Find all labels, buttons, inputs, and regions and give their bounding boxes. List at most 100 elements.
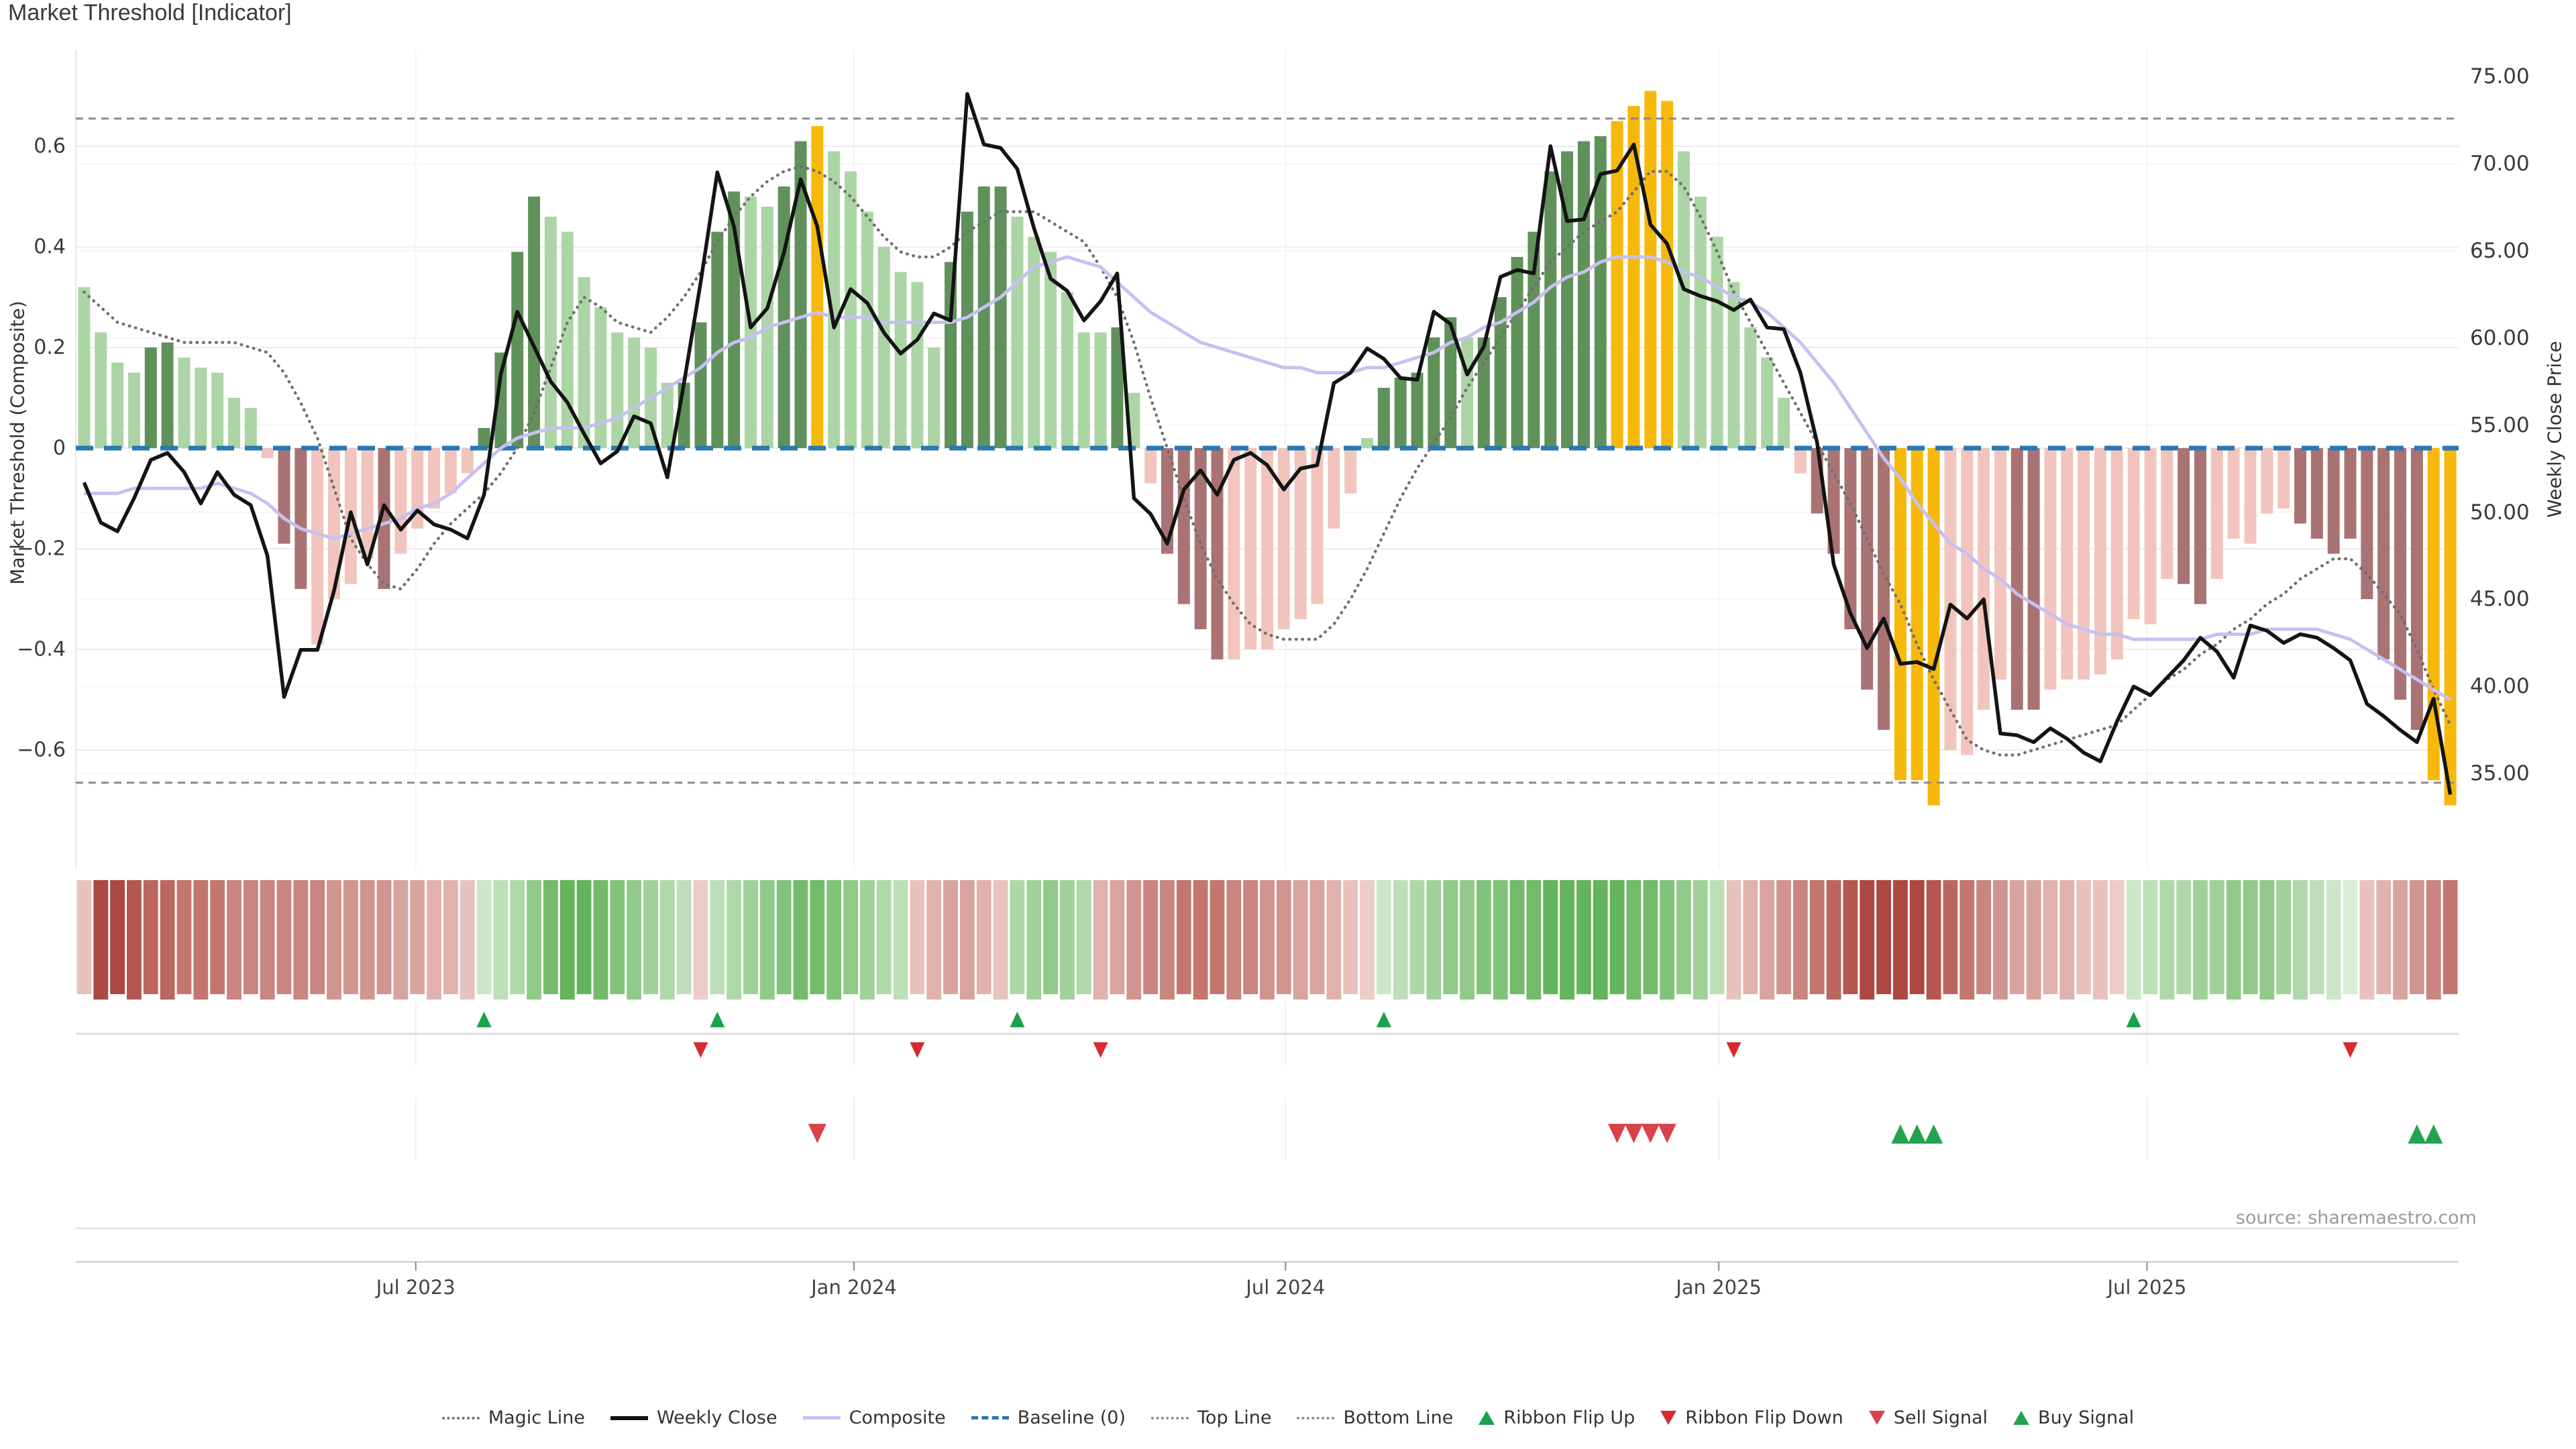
ribbon-cell — [1526, 880, 1542, 1000]
line-swatch-icon — [441, 1416, 480, 1419]
ribbon-cell — [1376, 880, 1391, 994]
ribbon-cell — [1326, 880, 1342, 1000]
ribbon-cell — [476, 880, 492, 994]
threshold-bar — [1927, 448, 1940, 806]
threshold-bar — [2444, 448, 2457, 806]
threshold-bar — [1711, 237, 1723, 448]
legend-item-sell-signal: Sell Signal — [1868, 1407, 1988, 1428]
threshold-bar — [2394, 448, 2407, 700]
threshold-bar — [2144, 448, 2157, 625]
left-tick-label: 0 — [52, 436, 66, 460]
ribbon-cell — [1876, 880, 1891, 994]
ribbon-cell — [643, 880, 658, 994]
threshold-bar — [2110, 448, 2123, 659]
threshold-bar — [611, 332, 624, 448]
threshold-bar — [111, 362, 124, 448]
ribbon-cell — [1543, 880, 1558, 994]
threshold-bar — [1411, 372, 1424, 448]
ribbon-cell — [1560, 880, 1575, 1000]
ribbon-cell — [93, 880, 109, 1000]
ribbon-flip-up-marker — [710, 1012, 725, 1028]
ribbon-cell — [943, 880, 958, 994]
ribbon-cell — [659, 880, 675, 1000]
right-tick-label: 65.00 — [2470, 238, 2530, 263]
threshold-bar — [1377, 388, 1390, 448]
ribbon-cell — [1993, 880, 2008, 1000]
ribbon-cell — [2043, 880, 2058, 994]
threshold-bar — [811, 126, 824, 448]
ribbon-cell — [693, 880, 708, 1000]
ribbon-cell — [1293, 880, 1308, 1000]
threshold-bar — [1261, 448, 1273, 649]
ribbon-cell — [160, 880, 175, 1000]
threshold-bar — [1694, 197, 1707, 448]
ribbon-cell — [227, 880, 241, 1000]
legend-label: Ribbon Flip Down — [1685, 1407, 1843, 1428]
ribbon-cell — [1593, 880, 1608, 1000]
threshold-bar — [877, 247, 890, 448]
threshold-bar — [1994, 448, 2006, 680]
legend-label: Sell Signal — [1893, 1407, 1988, 1428]
ribbon-cell — [559, 880, 575, 1000]
threshold-bar — [1144, 448, 1157, 484]
sell-signal-marker — [808, 1124, 826, 1143]
ribbon-cell — [410, 880, 425, 994]
threshold-bar — [444, 448, 457, 494]
ribbon-cell — [243, 880, 258, 994]
threshold-bar — [227, 398, 240, 448]
ribbon-cell — [1626, 880, 1642, 1000]
right-tick-label: 70.00 — [2470, 151, 2530, 176]
magic-line — [83, 164, 2452, 757]
buy-signal-marker — [1908, 1124, 1927, 1144]
ribbon-cell — [776, 880, 792, 994]
threshold-bar — [828, 151, 841, 448]
legend-item-weekly-close: Weekly Close — [610, 1407, 777, 1428]
threshold-bar — [2094, 448, 2106, 675]
ribbon-cell — [1176, 880, 1191, 994]
threshold-bar — [144, 347, 157, 448]
ribbon-cell — [2443, 880, 2458, 994]
ribbon-cell — [1126, 880, 1142, 1000]
ribbon-cell — [1909, 880, 1925, 994]
legend-label: Buy Signal — [2038, 1407, 2135, 1428]
threshold-bar — [1744, 327, 1757, 448]
buy-signal-marker — [1891, 1124, 1910, 1144]
ribbon-cell — [1676, 880, 1691, 994]
threshold-bar — [1244, 448, 1257, 649]
threshold-bar — [1011, 217, 1024, 448]
ribbon-cell — [2409, 880, 2424, 994]
ribbon-cell — [260, 880, 275, 1000]
threshold-bar — [195, 368, 207, 448]
ribbon-cell — [276, 880, 292, 994]
threshold-bar — [511, 252, 524, 448]
threshold-bar — [1494, 297, 1507, 448]
ribbon-cell — [2393, 880, 2408, 1000]
ribbon-cell — [1792, 880, 1808, 1000]
ribbon-cell — [926, 880, 942, 1000]
ribbon-cell — [443, 880, 458, 994]
threshold-bar — [1577, 141, 1590, 448]
ribbon-cell — [1760, 880, 1775, 1000]
threshold-bar — [2161, 448, 2174, 579]
ribbon-cell — [676, 880, 692, 994]
ribbon-cell — [293, 880, 309, 1000]
threshold-bar — [894, 272, 907, 448]
ribbon-cell — [1143, 880, 1159, 994]
legend: Magic Line Weekly Close Composite Baseline … — [0, 1407, 2576, 1428]
threshold-bar — [1228, 448, 1240, 659]
legend-item-ribbon-flip-down: Ribbon Flip Down — [1660, 1407, 1843, 1428]
ribbon-cell — [1010, 880, 1025, 994]
composite-line — [84, 255, 2451, 702]
ribbon-cell — [1493, 880, 1508, 1000]
right-tick-label: 55.00 — [2470, 413, 2530, 437]
threshold-bar — [1677, 151, 1690, 448]
right-tick-label: 40.00 — [2470, 674, 2530, 699]
threshold-bar — [1211, 448, 1224, 659]
ribbon-cell — [1643, 880, 1658, 994]
ribbon-cell — [743, 880, 758, 994]
line-swatch-icon — [971, 1416, 1009, 1419]
left-tick-label: 0.4 — [34, 235, 66, 259]
left-tick-label: 0.6 — [34, 134, 66, 158]
